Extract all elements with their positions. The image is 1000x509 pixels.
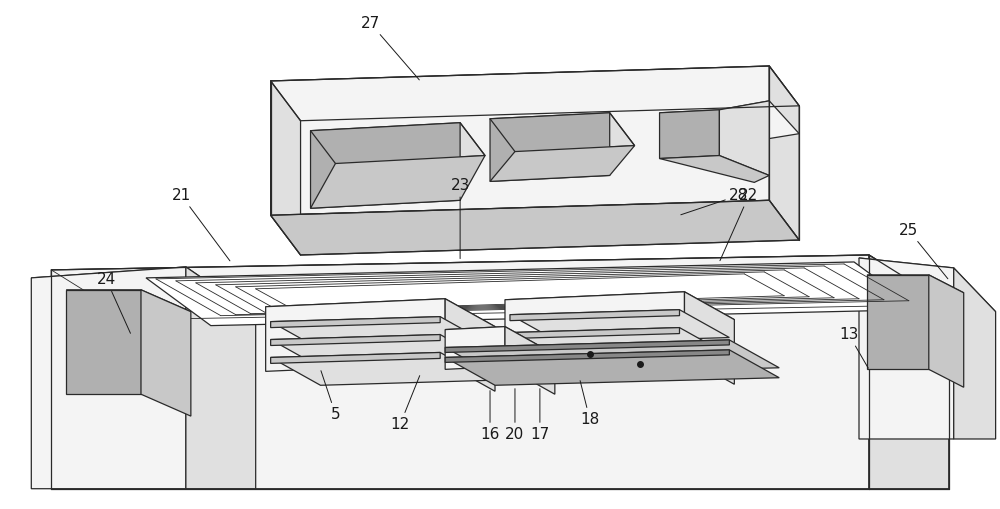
Polygon shape (51, 255, 949, 320)
Polygon shape (867, 275, 964, 293)
Polygon shape (684, 292, 734, 384)
Polygon shape (510, 309, 680, 321)
Polygon shape (505, 292, 684, 364)
Polygon shape (311, 123, 485, 163)
Text: 24: 24 (97, 272, 130, 333)
Polygon shape (271, 317, 440, 328)
Polygon shape (867, 275, 929, 370)
Text: 23: 23 (450, 178, 470, 259)
Polygon shape (271, 352, 490, 385)
Polygon shape (31, 267, 256, 326)
Polygon shape (271, 317, 490, 350)
Polygon shape (445, 327, 505, 370)
Polygon shape (271, 201, 799, 255)
Polygon shape (490, 146, 635, 181)
Polygon shape (490, 113, 635, 152)
Polygon shape (445, 340, 779, 375)
Polygon shape (445, 340, 729, 352)
Polygon shape (311, 123, 460, 208)
Polygon shape (719, 101, 769, 176)
Polygon shape (141, 290, 191, 416)
Polygon shape (510, 346, 729, 378)
Polygon shape (505, 292, 734, 328)
Polygon shape (445, 350, 779, 385)
Text: 28: 28 (681, 188, 749, 215)
Polygon shape (859, 258, 996, 312)
Polygon shape (954, 268, 996, 439)
Text: 12: 12 (391, 376, 420, 432)
Polygon shape (271, 66, 799, 121)
Polygon shape (271, 352, 440, 363)
Polygon shape (266, 299, 445, 372)
Text: 13: 13 (839, 327, 868, 368)
Polygon shape (510, 346, 680, 356)
Polygon shape (929, 275, 964, 387)
Polygon shape (51, 255, 869, 489)
Polygon shape (186, 267, 256, 489)
Polygon shape (660, 110, 719, 158)
Text: 5: 5 (321, 371, 340, 421)
Text: 17: 17 (530, 389, 550, 441)
Polygon shape (266, 299, 495, 334)
Polygon shape (490, 113, 610, 181)
Polygon shape (445, 299, 495, 391)
Polygon shape (859, 258, 954, 439)
Polygon shape (445, 327, 555, 357)
Polygon shape (505, 327, 555, 394)
Polygon shape (510, 309, 729, 343)
Polygon shape (271, 334, 490, 367)
Polygon shape (66, 290, 191, 312)
Text: 25: 25 (899, 222, 948, 279)
Text: 16: 16 (480, 390, 500, 441)
Polygon shape (769, 66, 799, 240)
Text: 18: 18 (580, 381, 599, 427)
Polygon shape (510, 328, 680, 338)
Text: 20: 20 (505, 389, 525, 441)
Polygon shape (66, 290, 141, 394)
Text: 21: 21 (172, 188, 230, 261)
Text: 22: 22 (720, 188, 759, 261)
Text: 27: 27 (361, 16, 419, 80)
Polygon shape (445, 350, 729, 362)
Polygon shape (719, 101, 799, 143)
Polygon shape (660, 156, 769, 182)
Polygon shape (311, 156, 485, 208)
Polygon shape (660, 110, 744, 146)
Polygon shape (271, 66, 769, 215)
Polygon shape (271, 334, 440, 346)
Polygon shape (510, 328, 729, 360)
Polygon shape (271, 81, 301, 255)
Polygon shape (146, 262, 919, 326)
Polygon shape (869, 255, 949, 489)
Polygon shape (31, 267, 186, 489)
